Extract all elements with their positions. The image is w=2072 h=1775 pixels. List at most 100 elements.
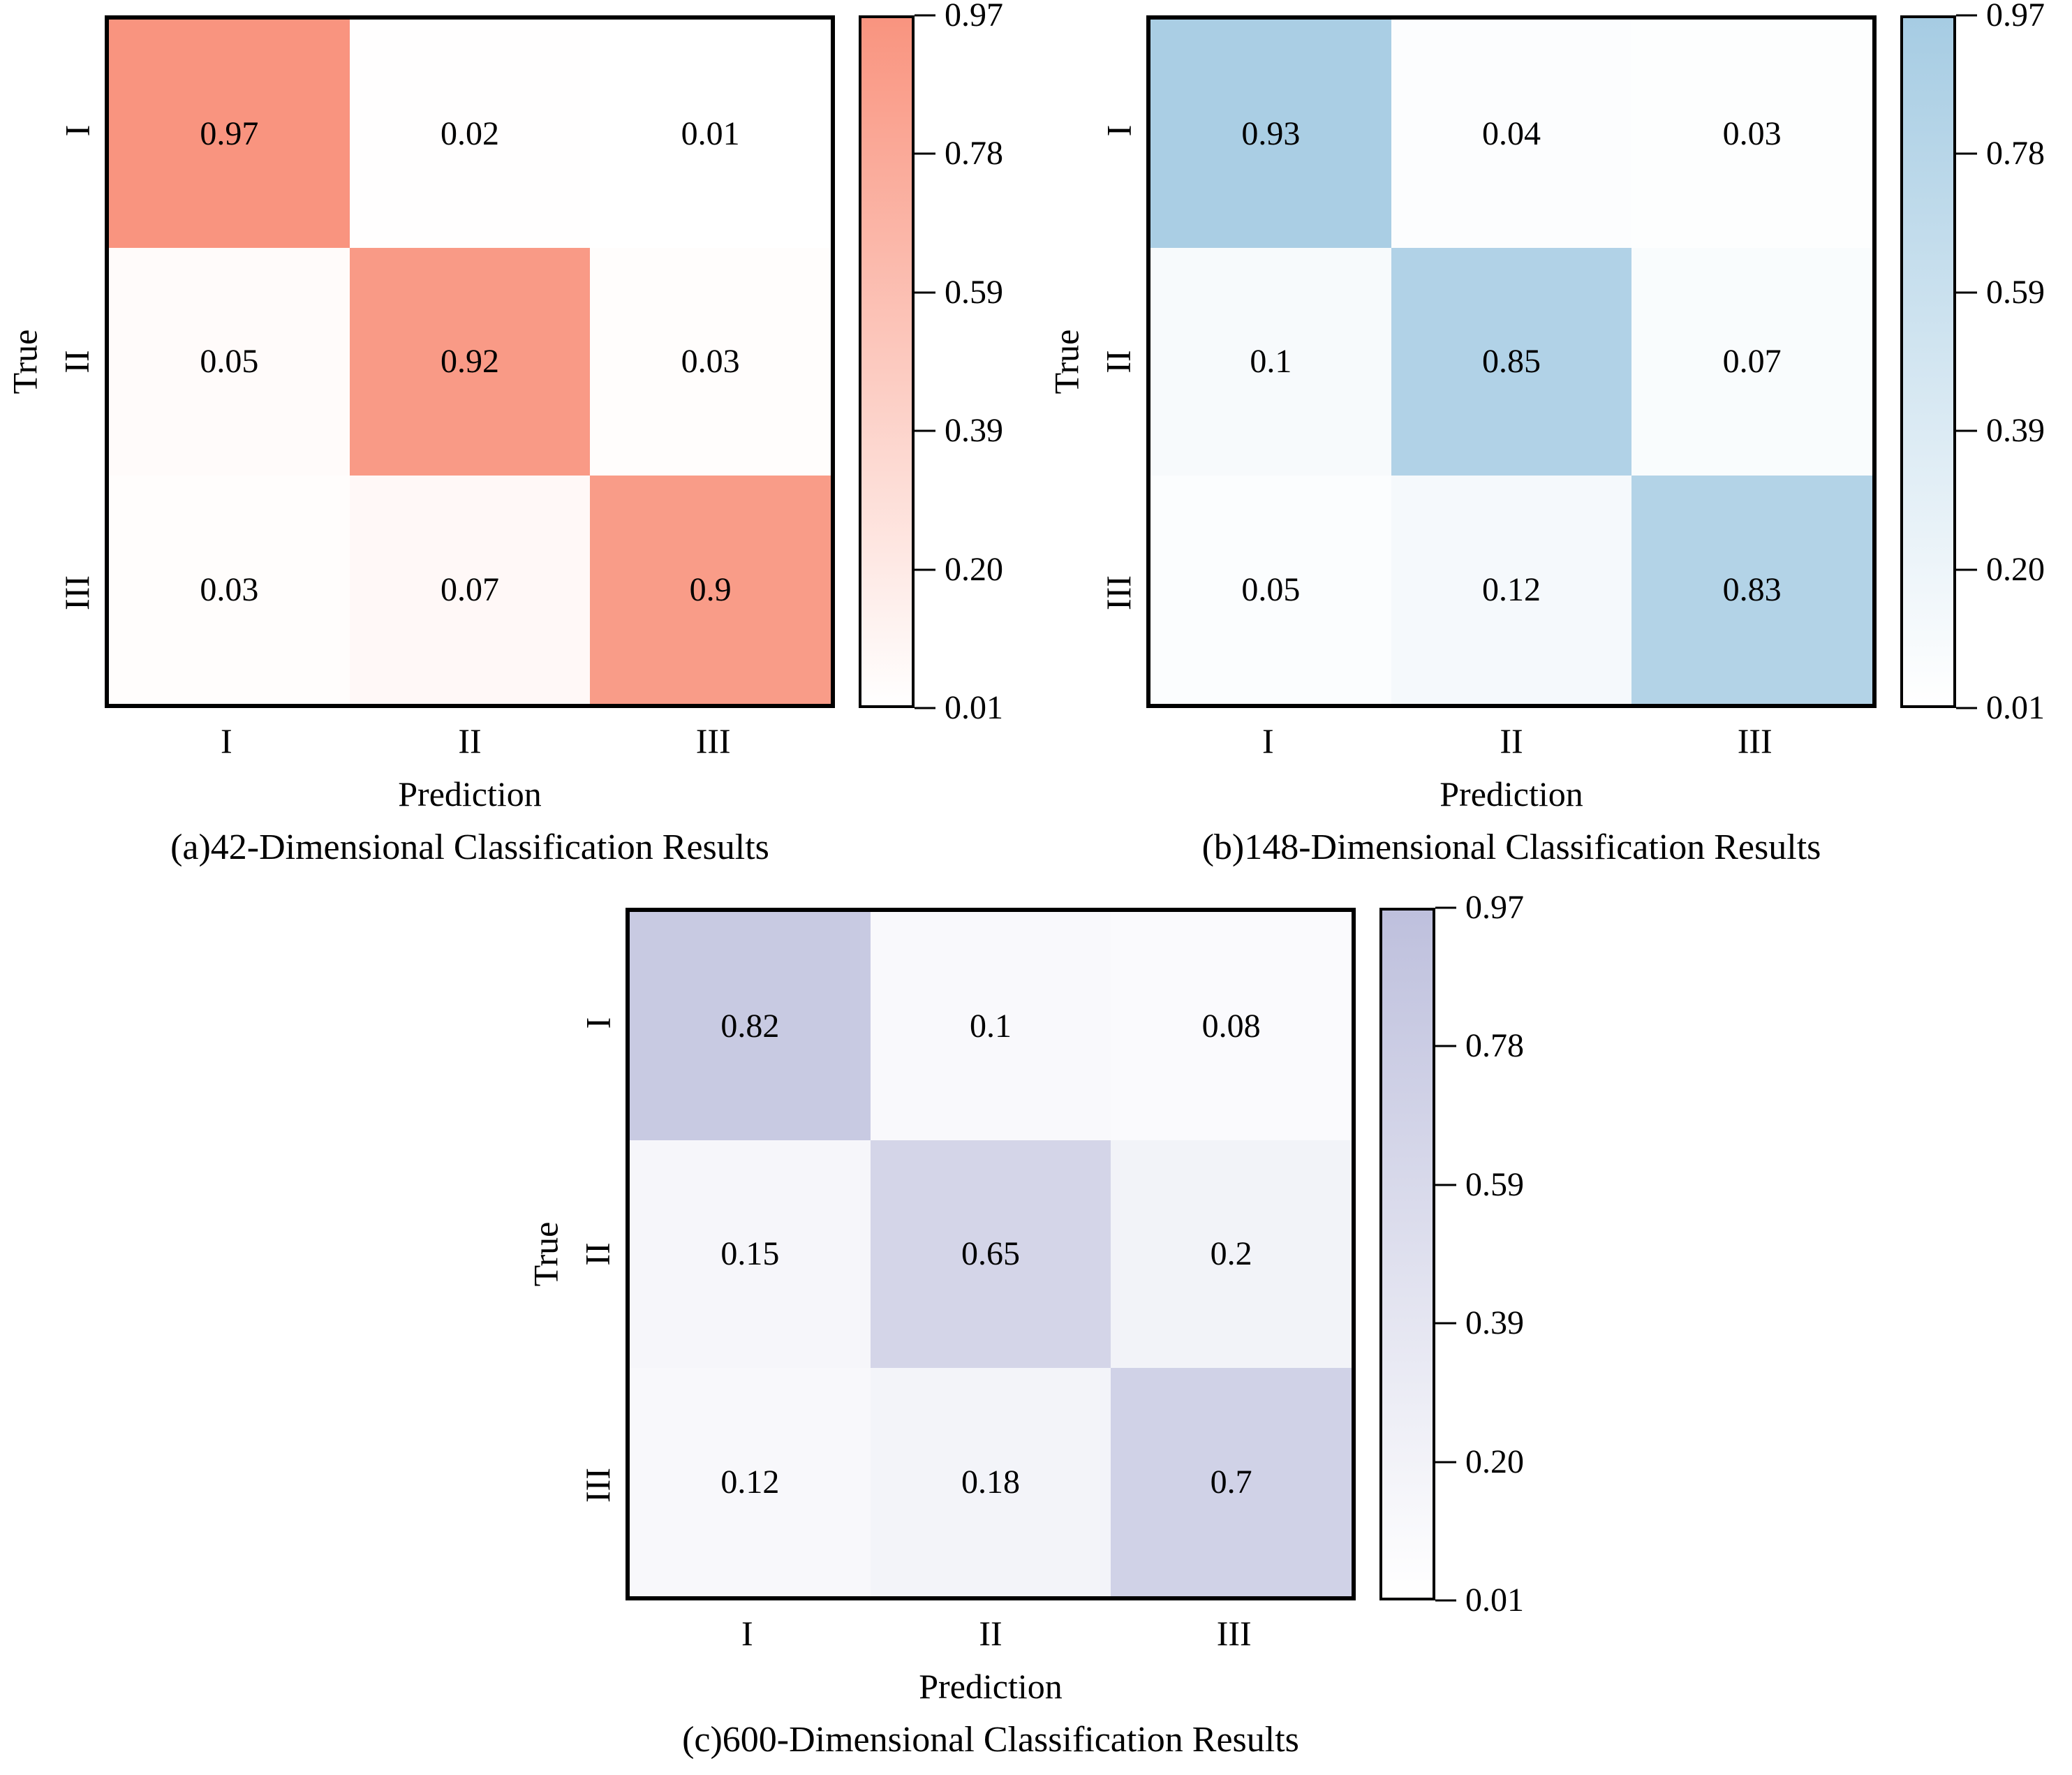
confusion-matrix-figure: True I II III 0.93 0.04 0.03 0.1 0.85 0.07 0.05 0…	[1042, 0, 2072, 871]
figure-caption: (c)600-Dimensional Classification Result…	[682, 1720, 1299, 1760]
y-tick: II	[570, 1139, 626, 1370]
heatmap-cell: 0.05	[1150, 476, 1391, 704]
colorbar-tick-mark	[915, 152, 935, 155]
y-tick-labels: I II III	[570, 908, 626, 1600]
y-tick: II	[1090, 246, 1146, 478]
heatmap: 0.82 0.1 0.08 0.15 0.65 0.2 0.12 0.18 0.7	[626, 908, 1356, 1600]
heatmap-cell: 0.18	[870, 1368, 1111, 1596]
heatmap-cell: 0.08	[1111, 912, 1352, 1140]
heatmap-cell: 0.97	[109, 20, 350, 248]
y-tick-label: III	[577, 1467, 617, 1503]
y-axis-title: True	[1042, 15, 1090, 708]
x-tick-label: III	[1216, 1614, 1252, 1653]
x-tick-label: I	[741, 1614, 753, 1653]
y-tick: I	[1090, 15, 1146, 246]
y-tick-label: III	[57, 575, 96, 610]
colorbar-tick-label: 0.20	[1465, 1443, 1524, 1480]
y-tick-label: II	[1099, 350, 1138, 374]
colorbar-tick-mark	[1435, 1461, 1456, 1464]
y-tick-labels: I II III	[1090, 15, 1146, 708]
y-tick-label: III	[1098, 575, 1138, 610]
colorbar-gradient	[859, 15, 915, 708]
y-tick-label: I	[57, 125, 96, 137]
heatmap-cell: 0.04	[1391, 20, 1632, 248]
colorbar-tick-mark	[1956, 14, 1977, 17]
colorbar-tick-label: 0.20	[945, 550, 1003, 588]
y-axis-title-text: True	[5, 329, 45, 395]
x-tick-label: I	[1262, 721, 1274, 760]
y-tick-label: I	[578, 1017, 617, 1029]
colorbar-tick-label: 0.97	[1465, 889, 1524, 926]
colorbar-gradient	[1379, 908, 1435, 1600]
colorbar-tick-label: 0.59	[1986, 273, 2045, 311]
x-tick-label: III	[695, 721, 731, 760]
colorbar-tick-mark	[915, 14, 935, 17]
y-tick: III	[570, 1369, 626, 1600]
colorbar-tick-label: 0.78	[1465, 1027, 1524, 1065]
heatmap-cell: 0.05	[109, 247, 350, 476]
heatmap-cell: 0.85	[1391, 247, 1632, 476]
y-tick: III	[49, 477, 105, 708]
colorbar-tick-label: 0.59	[945, 273, 1003, 311]
x-tick-label: III	[1737, 721, 1773, 760]
colorbar-tick-label: 0.39	[945, 412, 1003, 450]
colorbar-tick-mark	[915, 429, 935, 432]
heatmap-cell: 0.9	[590, 476, 831, 704]
figure-caption: (a)42-Dimensional Classification Results	[170, 827, 769, 867]
colorbar-tick-mark	[1956, 707, 1977, 709]
heatmap-cell: 0.82	[630, 912, 871, 1140]
y-tick-label: II	[57, 350, 96, 374]
colorbar-tick-mark	[915, 291, 935, 294]
colorbar-tick-mark	[1956, 291, 1977, 294]
heatmap-cell: 0.1	[870, 912, 1111, 1140]
colorbar-tick-label: 0.97	[1986, 0, 2045, 34]
heatmap-cell: 0.1	[1150, 247, 1391, 476]
colorbar-tick-label: 0.59	[1465, 1165, 1524, 1203]
bottom-figures-row: True I II III 0.82 0.1 0.08 0.15 0.65 0.2 0.12 0.…	[0, 891, 2072, 1764]
confusion-matrix-figure: True I II III 0.97 0.02 0.01 0.05 0.92 0.03 0.03…	[0, 0, 1030, 871]
colorbar: 0.97 0.78 0.59 0.39 0.20 0.01	[835, 0, 1030, 725]
top-figures-row: True I II III 0.97 0.02 0.01 0.05 0.92 0.03 0.03…	[0, 0, 2072, 871]
y-tick: I	[570, 908, 626, 1139]
colorbar-tick-label: 0.20	[1986, 550, 2045, 588]
colorbar-gradient	[1900, 15, 1956, 708]
y-tick: I	[49, 15, 105, 246]
y-tick: II	[49, 246, 105, 478]
colorbar-tick-label: 0.01	[1465, 1582, 1524, 1619]
y-tick-label: II	[578, 1242, 617, 1266]
heatmap-cell: 0.65	[870, 1140, 1111, 1369]
colorbar-tick-mark	[1956, 568, 1977, 571]
x-axis-title: Prediction	[919, 1667, 1063, 1706]
colorbar: 0.97 0.78 0.59 0.39 0.20 0.01	[1356, 891, 1551, 1617]
heatmap-cell: 0.12	[630, 1368, 871, 1596]
colorbar-tick-mark	[1956, 429, 1977, 432]
x-tick-labels: I II III	[626, 1600, 1356, 1651]
colorbar-tick-mark	[1435, 1045, 1456, 1047]
x-tick-labels: I II III	[1146, 708, 1877, 758]
colorbar-tick-mark	[1435, 1184, 1456, 1186]
heatmap-cell: 0.03	[109, 476, 350, 704]
heatmap-cell: 0.83	[1631, 476, 1872, 704]
colorbar-tick-mark	[1956, 152, 1977, 155]
colorbar-tick-mark	[1435, 1322, 1456, 1325]
y-tick-labels: I II III	[49, 15, 105, 708]
heatmap-cell: 0.01	[590, 20, 831, 248]
heatmap-cell: 0.03	[1631, 20, 1872, 248]
colorbar-tick-mark	[1435, 1599, 1456, 1602]
heatmap: 0.93 0.04 0.03 0.1 0.85 0.07 0.05 0.12 0.83	[1146, 15, 1877, 708]
heatmap-cell: 0.02	[349, 20, 591, 248]
heatmap-cell: 0.2	[1111, 1140, 1352, 1369]
heatmap-cell: 0.93	[1150, 20, 1391, 248]
y-tick-label: I	[1099, 125, 1138, 137]
colorbar-tick-label: 0.39	[1465, 1304, 1524, 1342]
heatmap: 0.97 0.02 0.01 0.05 0.92 0.03 0.03 0.07 0.9	[105, 15, 835, 708]
colorbar-tick-label: 0.97	[945, 0, 1003, 34]
heatmap-cell: 0.07	[349, 476, 591, 704]
colorbar-tick-mark	[1435, 906, 1456, 909]
x-axis-title: Prediction	[398, 774, 542, 813]
x-tick-labels: I II III	[105, 708, 835, 758]
figure-caption: (b)148-Dimensional Classification Result…	[1201, 827, 1821, 867]
colorbar-tick-label: 0.01	[945, 689, 1003, 726]
x-axis-title: Prediction	[1440, 774, 1583, 813]
colorbar-tick-label: 0.78	[1986, 135, 2045, 172]
